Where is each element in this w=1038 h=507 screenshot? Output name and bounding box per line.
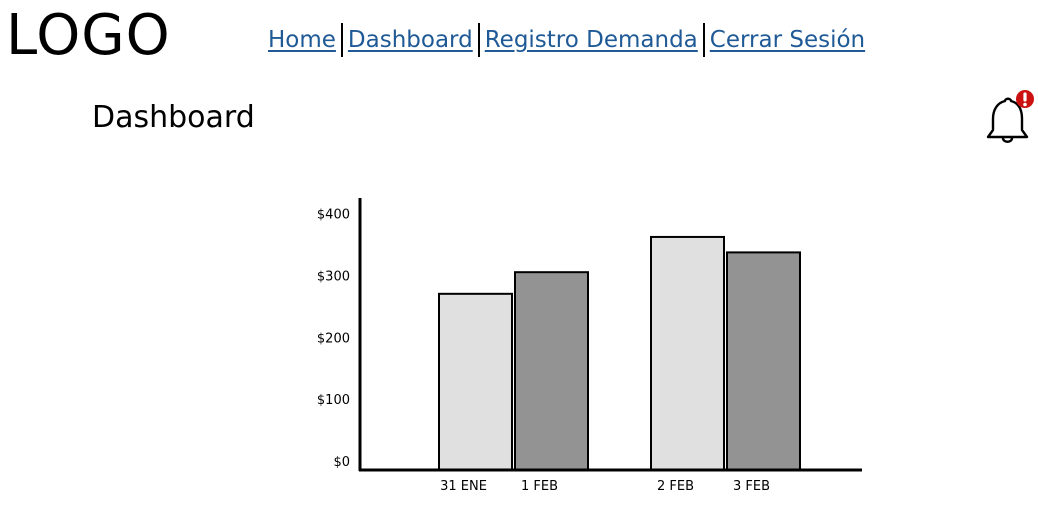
bar-3: [650, 235, 725, 472]
y-tick-label: $400: [317, 208, 350, 223]
logo: LOGO: [6, 3, 171, 68]
bar-chart: $0 $100 $200 $300 $400 31 ENE 1 FEB 2 FEB 3 FEB: [290, 188, 870, 502]
x-tick-label: 31 ENE: [440, 479, 487, 494]
y-tick-label: $100: [317, 393, 350, 408]
x-tick-label: 1 FEB: [521, 479, 558, 494]
bell-icon: [986, 90, 1034, 143]
exclamation-icon: [1016, 90, 1034, 108]
nav-link-home[interactable]: Home: [268, 27, 336, 53]
page-title: Dashboard: [92, 100, 255, 135]
bar-2: [514, 271, 589, 471]
nav-link-dashboard[interactable]: Dashboard: [347, 27, 473, 53]
x-tick-label: 2 FEB: [657, 479, 694, 494]
notification-button[interactable]: [982, 88, 1038, 148]
nav-divider: [702, 23, 705, 57]
y-tick-label: $0: [333, 455, 350, 470]
top-nav: Home Dashboard Registro Demanda Cerrar S…: [268, 22, 865, 58]
y-tick-label: $200: [317, 331, 350, 346]
nav-link-cerrar-sesion[interactable]: Cerrar Sesión: [709, 27, 866, 53]
x-tick-label: 3 FEB: [733, 479, 770, 494]
nav-link-registro-demanda[interactable]: Registro Demanda: [484, 27, 698, 53]
bar-1: [438, 292, 513, 472]
nav-divider: [477, 23, 480, 57]
bar-4: [726, 251, 801, 472]
y-tick-label: $300: [317, 270, 350, 285]
bar-chart-svg: $0 $100 $200 $300 $400 31 ENE 1 FEB 2 FEB 3 FEB: [317, 198, 862, 494]
nav-divider: [340, 23, 343, 57]
